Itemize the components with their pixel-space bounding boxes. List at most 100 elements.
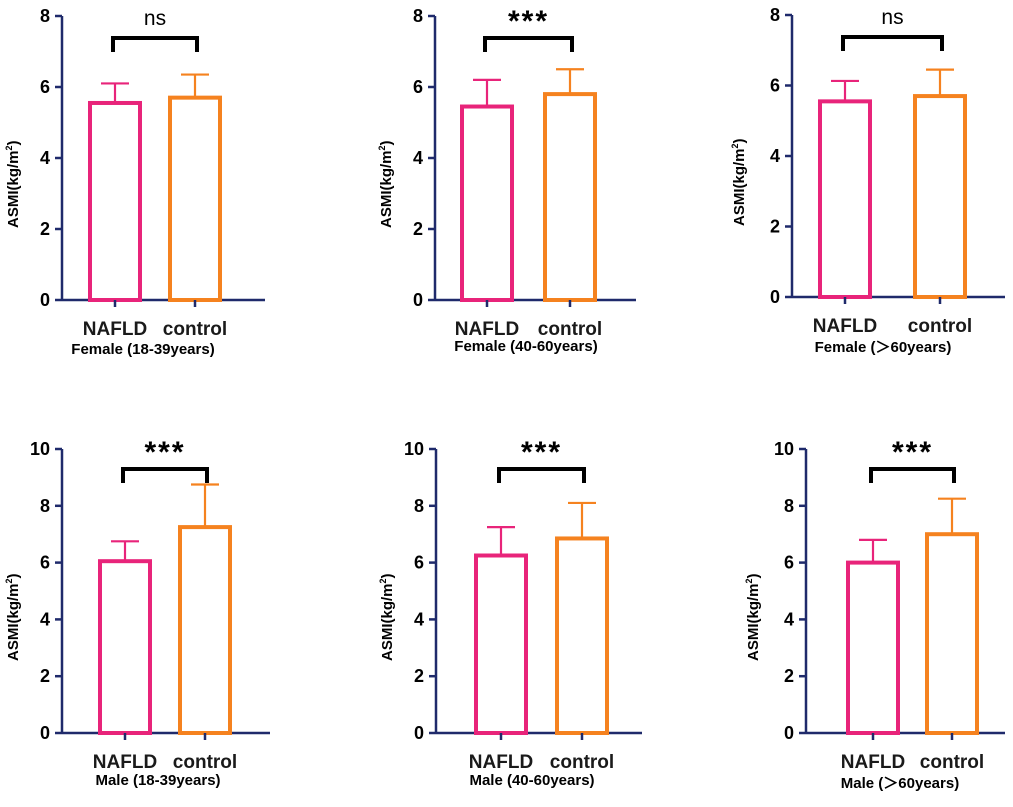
y-tick-label: 10 [774, 439, 794, 459]
y-tick-label: 8 [414, 496, 424, 516]
y-axis-label-close: ) [379, 573, 396, 579]
nafld-category-label: NAFLD [83, 319, 147, 340]
significance-label: *** [520, 436, 563, 469]
nafld-bar [846, 560, 900, 735]
y-tick-label: 2 [413, 219, 423, 239]
y-tick-label: 6 [40, 77, 50, 97]
y-axis-label-main: ASMI [745, 623, 762, 662]
significance-label: *** [144, 436, 186, 469]
y-tick-label: 2 [770, 217, 780, 237]
y-tick-label: 0 [413, 290, 423, 310]
y-axis-label-unit: (kg/m [379, 583, 396, 624]
nafld-bar [88, 100, 142, 302]
y-axis-label-unit: (kg/m [745, 583, 762, 624]
control-bar [925, 532, 979, 736]
group-title: Female (40-60years) [454, 338, 598, 355]
significance-bracket [111, 36, 199, 52]
significance-label: *** [891, 436, 934, 469]
y-tick-label: 4 [414, 609, 424, 629]
y-tick-label: 10 [30, 439, 50, 459]
group-title: Male (40-60years) [469, 772, 595, 789]
group-title: Female (＞60years) [814, 339, 952, 356]
y-tick-label: 4 [40, 148, 50, 168]
nafld-bar [474, 553, 528, 735]
y-axis-label: ASMI(kg/m2) [4, 521, 24, 661]
y-tick-label: 2 [414, 666, 424, 686]
significance-label: ns [881, 6, 904, 29]
group-title: Male (＞60years) [840, 775, 960, 792]
y-tick-label: 0 [784, 723, 794, 743]
significance-bracket [869, 467, 956, 483]
y-axis-label-main: ASMI [5, 623, 22, 662]
y-tick-label: 4 [770, 146, 780, 166]
control-category-label: control [173, 752, 237, 773]
y-tick-label: 6 [413, 77, 423, 97]
y-axis-label-sup: 2 [730, 143, 740, 149]
y-tick-label: 2 [40, 666, 50, 686]
group-title: Female (18-39years) [71, 341, 215, 358]
y-axis-label-sup: 2 [744, 578, 754, 584]
y-tick-label: 0 [40, 290, 50, 310]
y-axis-label-close: ) [378, 140, 395, 146]
y-axis-label-close: ) [745, 573, 762, 579]
y-axis-label-main: ASMI [379, 623, 396, 662]
group-title: Male (18-39years) [95, 772, 221, 789]
y-tick-label: 4 [40, 609, 50, 629]
y-tick-label: 2 [40, 219, 50, 239]
y-tick-label: 8 [784, 496, 794, 516]
nafld-category-label: NAFLD [841, 752, 905, 773]
nafld-category-label: NAFLD [813, 316, 877, 337]
y-axis-label-close: ) [5, 140, 22, 146]
significance-bracket [497, 467, 586, 483]
y-axis-label-sup: 2 [4, 578, 14, 584]
y-tick-label: 8 [413, 6, 423, 26]
y-axis-label: ASMI(kg/m2) [744, 521, 764, 661]
nafld-bar [98, 559, 152, 735]
y-axis-label-unit: (kg/m [378, 150, 395, 191]
nafld-category-label: NAFLD [469, 752, 533, 773]
nafld-bar [818, 99, 872, 299]
y-tick-label: 8 [770, 5, 780, 25]
control-category-label: control [920, 752, 984, 773]
significance-label: ns [143, 7, 167, 30]
control-category-label: control [163, 319, 227, 340]
y-tick-label: 0 [770, 287, 780, 307]
y-axis-label: ASMI(kg/m2) [4, 88, 24, 228]
control-bar [555, 536, 609, 736]
y-tick-label: 4 [784, 609, 794, 629]
control-bar [913, 94, 967, 299]
significance-bracket [841, 35, 944, 51]
significance-bracket [121, 467, 209, 483]
y-axis-label-sup: 2 [4, 145, 14, 151]
control-category-label: control [538, 319, 602, 340]
y-tick-label: 6 [40, 553, 50, 573]
y-axis-label: ASMI(kg/m2) [730, 86, 750, 226]
y-axis-label-sup: 2 [378, 578, 388, 584]
control-bar [168, 95, 222, 303]
y-tick-label: 0 [40, 723, 50, 743]
y-tick-label: 2 [784, 666, 794, 686]
y-tick-label: 6 [770, 76, 780, 96]
y-tick-label: 8 [40, 496, 50, 516]
control-category-label: control [550, 752, 614, 773]
y-axis-label-close: ) [731, 138, 748, 144]
y-axis-label-unit: (kg/m [5, 583, 22, 624]
y-tick-label: 0 [414, 723, 424, 743]
y-axis-label: ASMI(kg/m2) [377, 88, 397, 228]
y-axis-label-main: ASMI [731, 188, 748, 227]
y-tick-label: 8 [40, 6, 50, 26]
y-axis-label-close: ) [5, 573, 22, 579]
y-axis-label-main: ASMI [5, 190, 22, 229]
nafld-category-label: NAFLD [93, 752, 157, 773]
y-tick-label: 6 [784, 553, 794, 573]
